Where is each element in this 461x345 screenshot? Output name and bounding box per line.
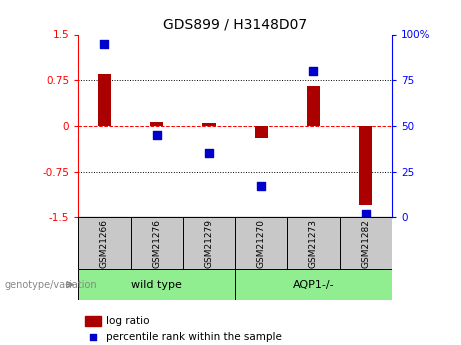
Point <box>258 184 265 189</box>
Bar <box>183 217 235 269</box>
Text: GSM21282: GSM21282 <box>361 219 370 268</box>
Text: genotype/variation: genotype/variation <box>5 280 97 289</box>
Bar <box>235 217 287 269</box>
Text: GSM21270: GSM21270 <box>257 219 266 268</box>
Bar <box>202 123 216 126</box>
Bar <box>359 126 372 205</box>
Title: GDS899 / H3148D07: GDS899 / H3148D07 <box>163 18 307 32</box>
Point <box>310 68 317 74</box>
Text: log ratio: log ratio <box>106 316 149 326</box>
Point <box>153 132 160 138</box>
Bar <box>98 74 111 126</box>
Text: wild type: wild type <box>131 280 182 289</box>
Text: GSM21273: GSM21273 <box>309 219 318 268</box>
Text: GSM21279: GSM21279 <box>205 219 213 268</box>
Bar <box>340 217 392 269</box>
Text: GSM21276: GSM21276 <box>152 219 161 268</box>
Text: AQP1-/-: AQP1-/- <box>293 280 334 289</box>
Bar <box>254 126 268 138</box>
Text: percentile rank within the sample: percentile rank within the sample <box>106 332 282 342</box>
Bar <box>307 86 320 126</box>
Bar <box>287 217 340 269</box>
Point <box>205 150 213 156</box>
Point <box>362 211 369 216</box>
Bar <box>85 316 101 326</box>
Bar <box>235 269 392 300</box>
Bar <box>130 217 183 269</box>
Bar <box>150 122 163 126</box>
Bar <box>78 269 235 300</box>
Text: GSM21266: GSM21266 <box>100 219 109 268</box>
Point <box>101 41 108 47</box>
Point <box>89 334 97 339</box>
Bar <box>78 217 130 269</box>
